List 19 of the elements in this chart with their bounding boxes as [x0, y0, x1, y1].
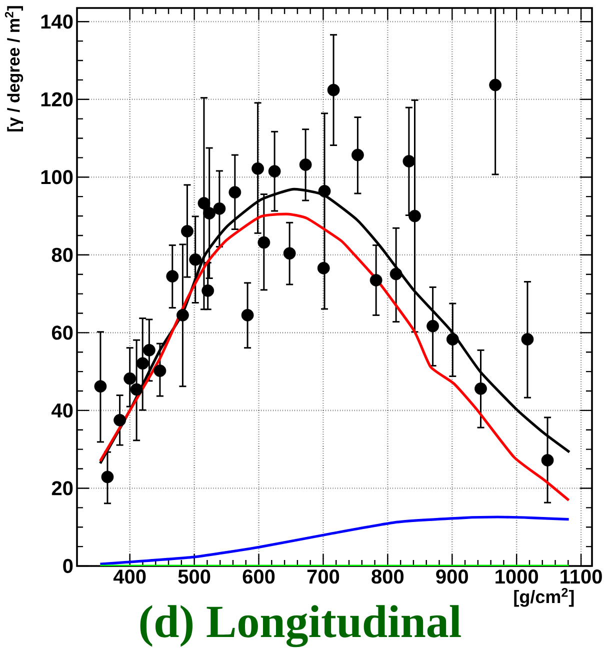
y-tick-label: 120	[41, 92, 73, 106]
x-tick-label: 800	[372, 570, 404, 584]
x-tick-label: 600	[242, 570, 275, 584]
x-tick-label: 400	[113, 570, 146, 584]
y-tick-label: 40	[52, 403, 73, 418]
x-tick-label: 500	[178, 570, 210, 584]
y-tick-label: 140	[41, 14, 73, 29]
x-tick-label: 700	[307, 570, 340, 584]
y-tick-label: 80	[52, 248, 73, 262]
x-tick-label: 1000	[496, 570, 538, 584]
y-tick-label: 0	[63, 558, 73, 574]
x-tick-label: 900	[436, 570, 468, 584]
y-tick-label: 20	[52, 481, 73, 496]
y-tick-label: 60	[52, 326, 73, 340]
y-tick-label: 100	[41, 170, 73, 184]
x-tick-label: 1100	[560, 570, 602, 584]
y-axis-title: [γ / degree / m$^{2}$]	[4, 6, 24, 132]
text: (d) Longitudinal	[140, 605, 461, 648]
x-axis-title: [g/cm$^{2}$]	[514, 588, 574, 607]
